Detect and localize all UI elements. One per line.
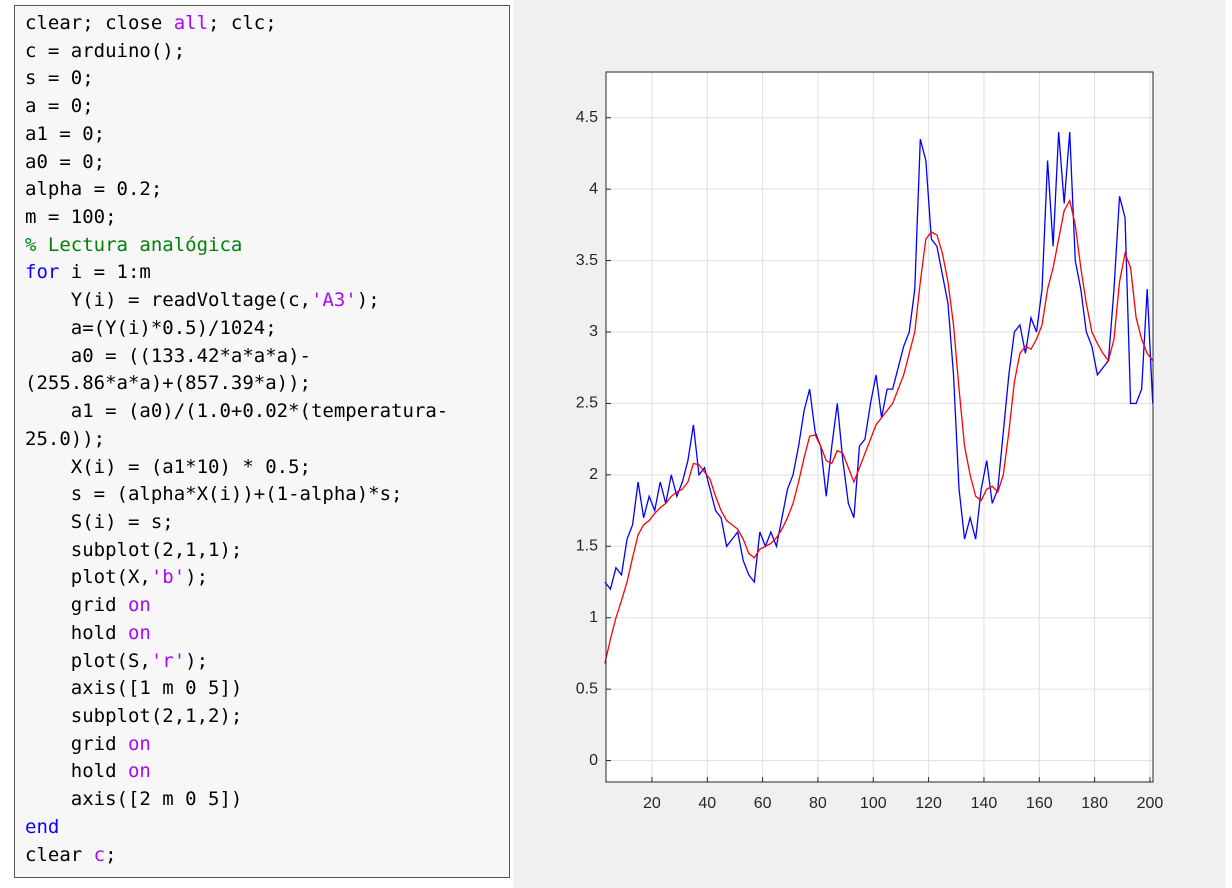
code-keyword: on xyxy=(127,594,151,617)
code-line: X(i) = (a1*10) * 0.5; xyxy=(25,455,311,478)
code-keyword: % Lectura analógica xyxy=(25,233,243,256)
code-line: hold on xyxy=(25,758,509,786)
code-token: clear; close xyxy=(25,12,174,34)
x-tick-label: 60 xyxy=(754,795,772,812)
x-tick-label: 40 xyxy=(698,795,716,812)
code-line: s = (alpha*X(i))+(1-alpha)*s; xyxy=(25,483,403,506)
code-token: ); xyxy=(185,566,209,589)
code-token: plot(X, xyxy=(25,566,151,589)
code-line: alpha = 0.2; xyxy=(25,178,163,201)
data-line xyxy=(604,131,1154,591)
y-tick-label: 0 xyxy=(589,752,598,769)
y-tick-label: 4.5 xyxy=(576,109,598,126)
y-tick-label: 1 xyxy=(589,609,598,626)
code-line: a1 = 0; xyxy=(25,122,106,145)
code-line: clear c; xyxy=(25,842,509,870)
code-line: S(i) = s; xyxy=(25,510,174,533)
code-line: end xyxy=(25,814,509,842)
x-tick-label: 100 xyxy=(860,795,887,812)
code-keyword: end xyxy=(25,815,60,838)
code-token: grid xyxy=(25,594,128,617)
x-tick-label: 180 xyxy=(1081,795,1108,812)
y-tick-label: 3.5 xyxy=(576,252,598,269)
code-line: (255.86*a*a)+(857.39*a)); xyxy=(25,372,311,395)
y-tick-label: 2.5 xyxy=(576,395,598,412)
code-keyword: on xyxy=(127,732,151,755)
code-line: a = 0; xyxy=(25,95,94,118)
code-token: i = 1:m xyxy=(59,261,151,284)
y-tick-label: 0.5 xyxy=(576,680,598,697)
y-tick-label: 2 xyxy=(589,466,598,483)
code-keyword: all xyxy=(173,12,209,34)
axes-background xyxy=(606,72,1153,782)
code-token: grid xyxy=(25,732,128,755)
x-tick-label: 200 xyxy=(1137,795,1164,812)
y-tick-label: 3 xyxy=(589,323,598,340)
y-tick-label: 1.5 xyxy=(576,538,598,555)
code-keyword: on xyxy=(127,760,151,783)
code-token: ); xyxy=(356,289,380,312)
code-editor: clear; close all; clc; c = arduino(); s = … xyxy=(14,5,510,878)
code-line: Y(i) = readVoltage(c,'A3'); xyxy=(25,287,509,315)
y-tick-label: 4 xyxy=(589,180,598,197)
code-line: % Lectura analógica xyxy=(25,232,509,260)
code-line: subplot(2,1,2); xyxy=(25,704,243,727)
code-line: a1 = (a0)/(1.0+0.02*(temperatura- xyxy=(25,400,449,423)
code-line: a0 = ((133.42*a*a*a)- xyxy=(25,344,311,367)
axes-box xyxy=(605,71,1154,783)
code-line: for i = 1:m xyxy=(25,259,509,287)
x-tick-label: 80 xyxy=(809,795,827,812)
x-tick-label: 140 xyxy=(971,795,998,812)
code-line: hold on xyxy=(25,620,509,648)
code-line: m = 100; xyxy=(25,206,117,229)
code-token: plot(S, xyxy=(25,649,151,672)
code-keyword: 'A3' xyxy=(310,289,357,312)
code-keyword: 'r' xyxy=(150,649,186,672)
x-tick-label: 20 xyxy=(643,795,661,812)
data-line xyxy=(604,198,1154,664)
figure: 0 0.5 1 1.5 2 2.5 3 3.5 4 4.5 20 40 60 80 100 120 140 160… xyxy=(513,0,1225,888)
code-line: clear; close all; clc; xyxy=(25,10,509,38)
code-token: clear xyxy=(25,843,94,866)
code-token: hold xyxy=(25,621,128,644)
code-line: axis([1 m 0 5]) xyxy=(25,677,243,700)
code-token: ; clc; xyxy=(208,12,277,34)
code-line: a=(Y(i)*0.5)/1024; xyxy=(25,316,277,339)
code-line: plot(S,'r'); xyxy=(25,648,509,676)
code-line: s = 0; xyxy=(25,67,94,90)
code-token: ; xyxy=(105,843,117,866)
code-line: grid on xyxy=(25,592,509,620)
code-token: Y(i) = readVoltage(c, xyxy=(25,289,311,312)
code-line: grid on xyxy=(25,731,509,759)
code-token: hold xyxy=(25,760,128,783)
code-line: a0 = 0; xyxy=(25,150,106,173)
code-token: ); xyxy=(185,649,209,672)
code-keyword: c xyxy=(93,843,106,866)
code-line: c = arduino(); xyxy=(25,39,186,62)
code-line: axis([2 m 0 5]) xyxy=(25,788,243,811)
code-line: plot(X,'b'); xyxy=(25,564,509,592)
x-tick-label: 120 xyxy=(915,795,942,812)
code-line: 25.0)); xyxy=(25,427,106,450)
code-keyword: 'b' xyxy=(150,566,186,589)
code-keyword: on xyxy=(127,621,151,644)
x-tick-label: 160 xyxy=(1026,795,1053,812)
code-keyword: for xyxy=(25,261,60,284)
code-line: subplot(2,1,1); xyxy=(25,538,243,561)
